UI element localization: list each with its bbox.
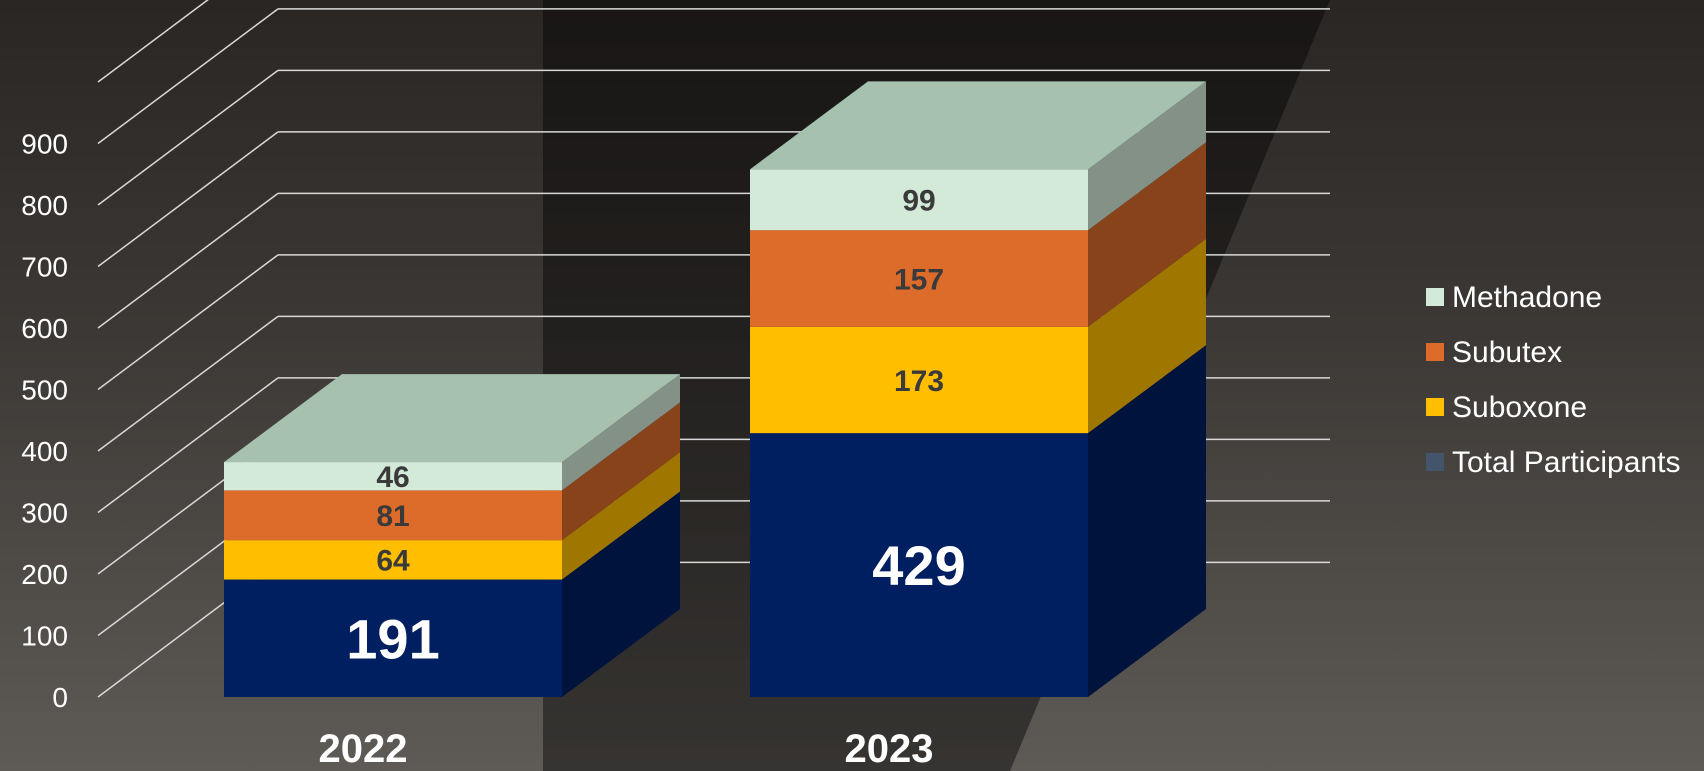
y-tick-label: 800 [21, 190, 68, 221]
data-label: 64 [376, 545, 410, 578]
bar-top-face [750, 81, 1206, 170]
gridline-diagonal [97, 315, 279, 452]
legend-item: Total Participants [1426, 446, 1680, 479]
bar-segment-side [1088, 345, 1206, 697]
legend-item: Subutex [1426, 336, 1562, 369]
legend-swatch [1426, 453, 1444, 471]
gridline-diagonal [97, 377, 279, 514]
bar-segment-methadone [224, 462, 562, 491]
bar-segment-side [1088, 142, 1206, 327]
x-axis-categories: 2022 2023 [319, 727, 934, 771]
y-axis-ticks: 0 100 200 300 400 500 600 700 800 900 [21, 129, 68, 714]
gridline-diagonal [97, 69, 279, 206]
data-label: 157 [894, 263, 944, 296]
y-tick-label: 700 [21, 252, 68, 283]
y-tick-label: 400 [21, 436, 68, 467]
data-label: 173 [894, 365, 944, 398]
bar-segment-side [562, 402, 680, 541]
data-label: 99 [902, 185, 935, 218]
data-label: 429 [872, 534, 965, 597]
legend-label: Suboxone [1452, 391, 1587, 424]
legend-swatch [1426, 343, 1444, 361]
bar-segment-side [1088, 238, 1206, 434]
data-label: 46 [376, 461, 409, 494]
legend-item: Suboxone [1426, 391, 1587, 424]
gridline-diagonal [97, 0, 209, 83]
bar-segment-total-participants [224, 579, 562, 697]
legend-swatch [1426, 398, 1444, 416]
data-label: 191 [346, 607, 439, 670]
legend-swatch [1426, 288, 1444, 306]
bar-stack-2022: 191 64 81 46 [224, 374, 680, 697]
x-category-label: 2023 [845, 727, 934, 771]
y-tick-label: 100 [21, 621, 68, 652]
bar-stack-2023: 429 173 157 99 [750, 81, 1206, 697]
legend-item: Methadone [1426, 281, 1602, 314]
bar-segment-side [1088, 81, 1206, 231]
legend-label: Total Participants [1452, 446, 1680, 479]
bars: 191 64 81 46 429 173 157 99 [224, 81, 1206, 697]
bar-segment-suboxone [224, 540, 562, 580]
bar-segment-side [562, 374, 680, 491]
bar-segment-subutex [224, 490, 562, 541]
y-tick-label: 0 [52, 682, 68, 713]
legend-label: Methadone [1452, 281, 1602, 314]
gridline-diagonal [97, 131, 279, 268]
bar-segment-side [562, 452, 680, 580]
y-tick-label: 900 [21, 129, 68, 160]
bar-segment-suboxone [750, 326, 1088, 434]
bar-top-face [224, 374, 680, 463]
bar-segment-subutex [750, 230, 1088, 327]
y-tick-label: 600 [21, 313, 68, 344]
x-category-label: 2022 [319, 727, 408, 771]
legend-label: Subutex [1452, 336, 1562, 369]
gridline-diagonal [97, 254, 279, 391]
y-tick-label: 200 [21, 559, 68, 590]
bar-segment-total-participants [750, 433, 1088, 697]
gridline-diagonal [97, 192, 279, 329]
bar-segment-side [562, 491, 680, 697]
gridline-diagonal [97, 8, 279, 145]
y-tick-label: 300 [21, 498, 68, 529]
data-label: 81 [376, 500, 409, 533]
legend: Methadone Subutex Suboxone Total Participan… [1426, 281, 1680, 479]
y-tick-label: 500 [21, 375, 68, 406]
bar-segment-methadone [750, 169, 1088, 231]
